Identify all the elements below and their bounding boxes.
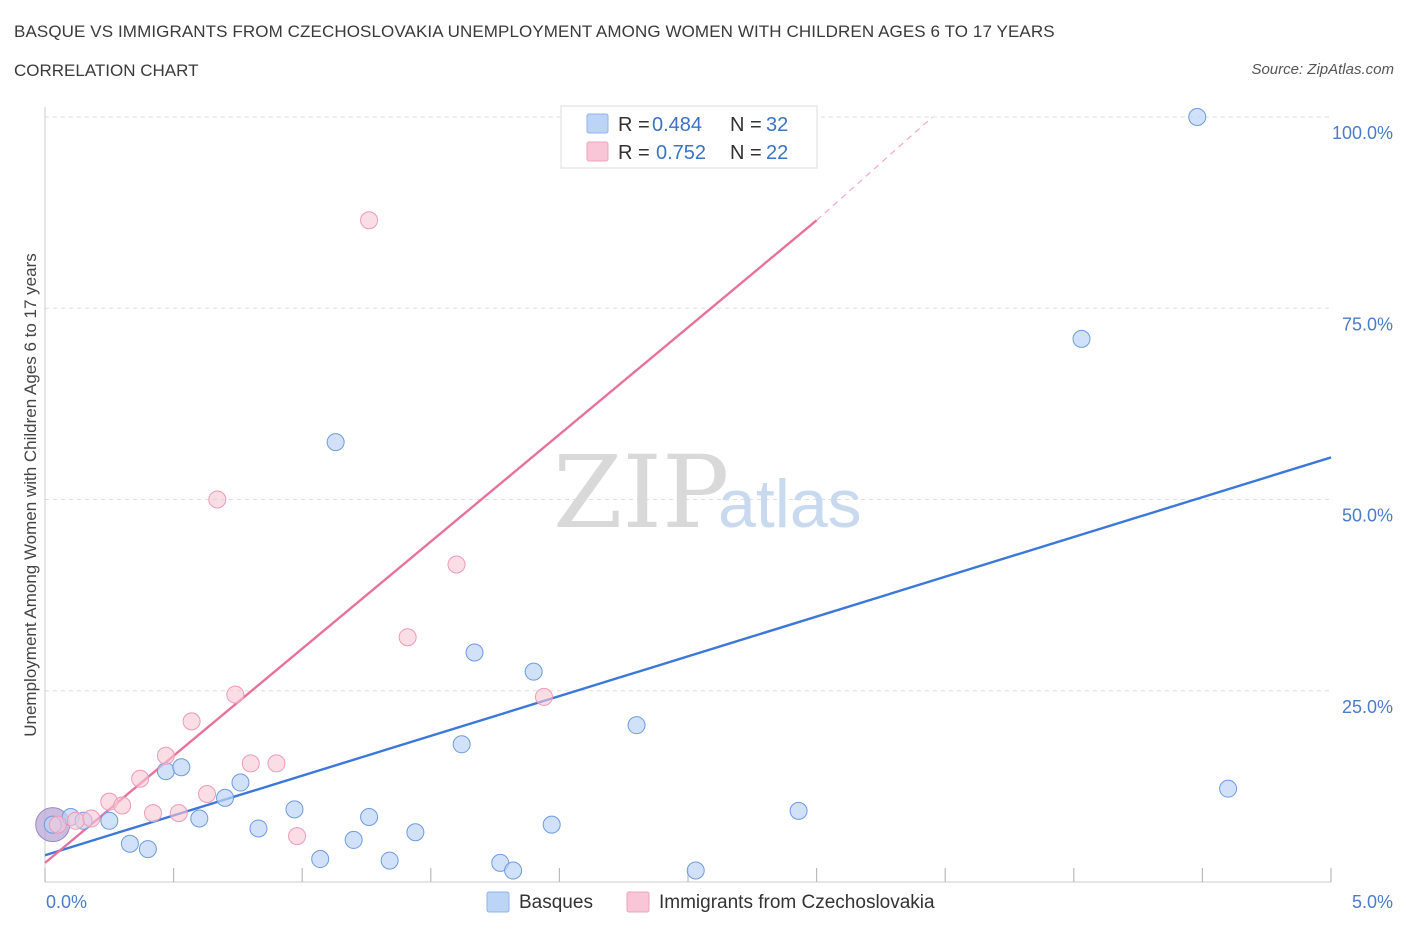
legend-n-label-czechoslovakia: N = <box>730 142 762 164</box>
bottom-legend-label-czechoslovakia: Immigrants from Czechoslovakia <box>659 892 935 913</box>
point-basques-12 <box>285 800 304 819</box>
point-czechoslovakia-17 <box>398 628 417 647</box>
point-czechoslovakia-18 <box>447 555 466 574</box>
point-basques-22 <box>504 861 523 880</box>
point-basques-30 <box>1188 108 1207 126</box>
y-tick-label-1: 50.0% <box>1342 506 1393 526</box>
data-points <box>35 108 1238 880</box>
legend-r-value-czechoslovakia: 0.752 <box>656 142 706 164</box>
point-basques-6 <box>156 762 175 781</box>
bottom-legend-swatch-basques <box>486 891 510 913</box>
chart-subtitle: CORRELATION CHART <box>14 61 199 80</box>
point-czechoslovakia-1 <box>66 811 85 830</box>
bottom-legend: Basques Immigrants from Czechoslovakia <box>486 891 935 913</box>
point-czechoslovakia-8 <box>169 804 188 823</box>
point-basques-11 <box>249 819 268 838</box>
top-legend: R = 0.484 N = 32 R = 0.752 N = 22 <box>560 105 818 169</box>
bottom-legend-swatch-czechoslovakia <box>626 891 650 913</box>
point-basques-17 <box>380 851 399 870</box>
chart-title: BASQUE VS IMMIGRANTS FROM CZECHOSLOVAKIA… <box>14 22 1055 41</box>
point-basques-3 <box>100 811 119 830</box>
point-czechoslovakia-16 <box>360 211 379 230</box>
point-czechoslovakia-0 <box>48 815 67 834</box>
y-tick-label-0: 25.0% <box>1342 697 1393 717</box>
point-basques-16 <box>360 807 379 826</box>
bottom-legend-label-basques: Basques <box>519 892 593 913</box>
point-basques-13 <box>311 850 330 869</box>
point-basques-28 <box>789 801 808 820</box>
trend-line-basques <box>44 456 1332 857</box>
legend-n-value-basques: 32 <box>766 114 788 136</box>
point-czechoslovakia-14 <box>267 754 286 773</box>
point-czechoslovakia-2 <box>82 809 101 828</box>
point-czechoslovakia-13 <box>241 754 260 773</box>
point-basques-9 <box>216 788 235 807</box>
point-czechoslovakia-15 <box>288 827 307 846</box>
point-basques-7 <box>172 758 191 777</box>
y-tick-label-3: 100.0% <box>1332 123 1393 143</box>
point-czechoslovakia-6 <box>144 804 163 823</box>
point-basques-18 <box>406 823 425 842</box>
point-basques-4 <box>120 834 139 853</box>
legend-r-label-czechoslovakia: R = <box>618 142 650 164</box>
point-basques-26 <box>627 716 646 735</box>
point-czechoslovakia-7 <box>156 746 175 765</box>
point-czechoslovakia-9 <box>182 712 201 731</box>
legend-n-value-czechoslovakia: 22 <box>766 142 788 164</box>
point-czechoslovakia-11 <box>208 490 227 509</box>
point-basques-5 <box>138 840 157 859</box>
legend-n-label-basques: N = <box>730 114 762 136</box>
point-basques-23 <box>524 662 543 681</box>
point-basques-8 <box>190 809 209 828</box>
point-basques-10 <box>231 773 250 792</box>
watermark-atlas: atlas <box>718 466 862 542</box>
point-czechoslovakia-10 <box>198 785 217 804</box>
point-czechoslovakia-4 <box>113 796 132 815</box>
x-tick-label-1: 5.0% <box>1352 892 1393 912</box>
legend-swatch-czechoslovakia <box>586 141 609 162</box>
point-czechoslovakia-19 <box>534 687 553 706</box>
point-basques-14 <box>326 433 345 452</box>
point-czechoslovakia-5 <box>131 769 150 788</box>
legend-swatch-basques <box>586 113 609 134</box>
source-label: Source: ZipAtlas.com <box>1251 61 1394 78</box>
point-basques-20 <box>465 643 484 662</box>
grid-lines <box>45 116 1331 692</box>
point-czechoslovakia-12 <box>226 685 245 704</box>
x-tick-label-0: 0.0% <box>46 892 87 912</box>
y-tick-labels: 25.0% 50.0% 75.0% 100.0% <box>1332 123 1393 717</box>
y-tick-label-2: 75.0% <box>1342 314 1393 334</box>
point-basques-19 <box>452 735 471 754</box>
point-basques-24 <box>542 815 561 834</box>
legend-r-value-basques: 0.484 <box>652 114 702 136</box>
watermark-zip: ZIP <box>553 434 729 551</box>
point-basques-15 <box>344 830 363 849</box>
x-tick-labels: 0.0% 5.0% <box>46 892 1393 912</box>
y-axis-label: Unemployment Among Women with Children A… <box>21 253 40 737</box>
legend-r-label-basques: R = <box>618 114 650 136</box>
point-basques-31 <box>1219 779 1238 798</box>
point-basques-27 <box>686 861 705 880</box>
trend-line-czechoslovakia-extension <box>816 116 933 221</box>
point-basques-29 <box>1072 329 1091 348</box>
